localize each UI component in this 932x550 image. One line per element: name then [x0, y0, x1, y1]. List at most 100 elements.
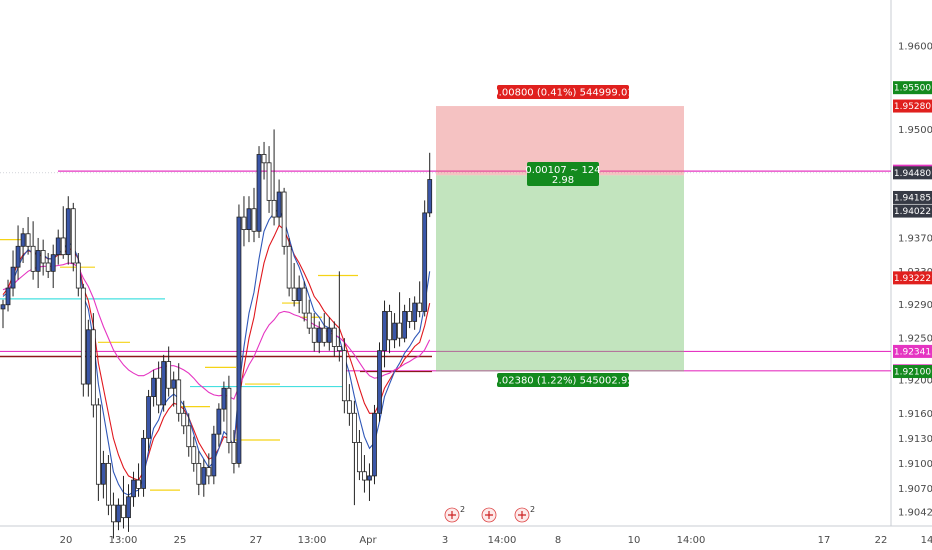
candle-body-down: [196, 462, 202, 485]
candle-body-down: [136, 479, 141, 489]
candle: [5, 279, 11, 312]
candle: [362, 455, 367, 493]
candle-body-up: [116, 504, 121, 523]
price-tick-label: 1.92900: [898, 300, 932, 311]
candle: [422, 200, 428, 317]
candle-body-down: [121, 504, 126, 519]
candle: [85, 319, 91, 397]
price-badge-bg: [893, 204, 932, 218]
candle-body-up: [326, 327, 332, 343]
candle-body-up: [126, 496, 131, 519]
candlesticks: [0, 129, 433, 539]
event-flag-icon[interactable]: 2: [514, 505, 535, 523]
time-tick-label: 22: [875, 535, 888, 546]
candle-body-down: [70, 208, 76, 264]
candle-body-up: [151, 377, 157, 397]
candle: [326, 317, 332, 351]
candle: [311, 313, 317, 352]
target-label-bg: [497, 85, 629, 99]
candle-body-up: [377, 350, 382, 414]
candle: [291, 263, 297, 307]
time-tick-label: 13:00: [298, 535, 327, 546]
candle-body-up: [201, 467, 207, 485]
price-tick-label: 1.92500: [898, 334, 932, 345]
candle: [382, 300, 387, 368]
candle: [231, 429, 237, 474]
candle: [136, 463, 141, 497]
candle-body-down: [176, 379, 182, 414]
candle-body-down: [346, 400, 352, 414]
candle: [116, 498, 121, 531]
candle-body-down: [30, 245, 36, 272]
candle-body-down: [301, 287, 307, 314]
time-tick-label: 10: [628, 535, 641, 546]
candle: [261, 141, 267, 180]
time-tick-label: Apr: [359, 535, 377, 546]
stop-zone: [436, 175, 684, 372]
candle-body-up: [256, 154, 262, 232]
candle-body-up: [15, 245, 21, 268]
target-label-text: 0.00800 (0.41%) 544999.01: [492, 88, 633, 99]
price-badge-bg: [893, 271, 932, 285]
price-badge: 1.95280: [893, 99, 932, 113]
price-badge-bg: [893, 365, 932, 379]
candle: [151, 369, 157, 407]
long-position-tool[interactable]: 0.00800 (0.41%) 544999.01 0.00107 ~ 1242.…: [436, 85, 684, 387]
candle: [357, 429, 362, 481]
time-axis[interactable]: 20 13:00 25 27 13:00 Apr 3 14:00 8 10 14:00 17 22 14:…: [60, 535, 932, 546]
candle-body-up: [0, 304, 6, 310]
candle-body-up: [296, 287, 302, 301]
candle: [407, 298, 413, 329]
candle-body-up: [216, 408, 222, 435]
candle: [296, 275, 302, 314]
time-tick-label: 20: [60, 535, 73, 546]
candle-body-down: [111, 504, 116, 523]
price-badge-text: 1.94022: [894, 207, 931, 217]
time-tick-label: 25: [174, 535, 187, 546]
price-tick-label: 1.93700: [898, 233, 932, 244]
candle-body-down: [286, 245, 292, 289]
price-badge: 1.95500: [893, 81, 932, 95]
candle-body-up: [392, 322, 397, 341]
candle: [10, 250, 16, 297]
candle: [50, 244, 56, 289]
candle: [121, 475, 126, 529]
candle: [286, 237, 292, 297]
event-flag-icon[interactable]: 2: [444, 505, 465, 523]
flag-cross-icon: [448, 511, 456, 519]
candle: [20, 227, 26, 263]
price-badge-text: 1.92100: [894, 368, 931, 378]
candle-body-up: [35, 250, 41, 272]
candle-body-down: [271, 199, 277, 218]
price-tick-label: 1.91300: [898, 434, 932, 445]
candle-body-down: [75, 262, 81, 289]
price-tick-label: 1.96000: [898, 41, 932, 52]
candle: [55, 229, 61, 265]
price-tick-label: 1.92000: [898, 375, 932, 386]
candle: [171, 371, 177, 407]
candle: [321, 313, 327, 347]
price-badge: 1.93222: [893, 271, 932, 285]
candle: [0, 299, 6, 329]
candle: [181, 400, 187, 435]
candle: [336, 271, 342, 362]
risk-reward-bg: [527, 162, 599, 186]
candle-body-down: [311, 327, 317, 343]
price-badge-bg: [893, 190, 932, 204]
candle: [60, 206, 66, 259]
candle: [251, 187, 257, 243]
candle: [166, 346, 172, 397]
candle-body-down: [106, 462, 111, 506]
candle: [106, 455, 111, 516]
event-flag-icon[interactable]: [481, 507, 497, 523]
candle: [351, 400, 357, 506]
candle-body-up: [20, 233, 26, 247]
candle: [367, 463, 372, 501]
candle-body-down: [80, 287, 86, 385]
candle-body-down: [156, 377, 162, 406]
candle-body-up: [131, 479, 136, 498]
candle-body-down: [417, 302, 423, 312]
time-tick-label: 14:00: [488, 535, 517, 546]
